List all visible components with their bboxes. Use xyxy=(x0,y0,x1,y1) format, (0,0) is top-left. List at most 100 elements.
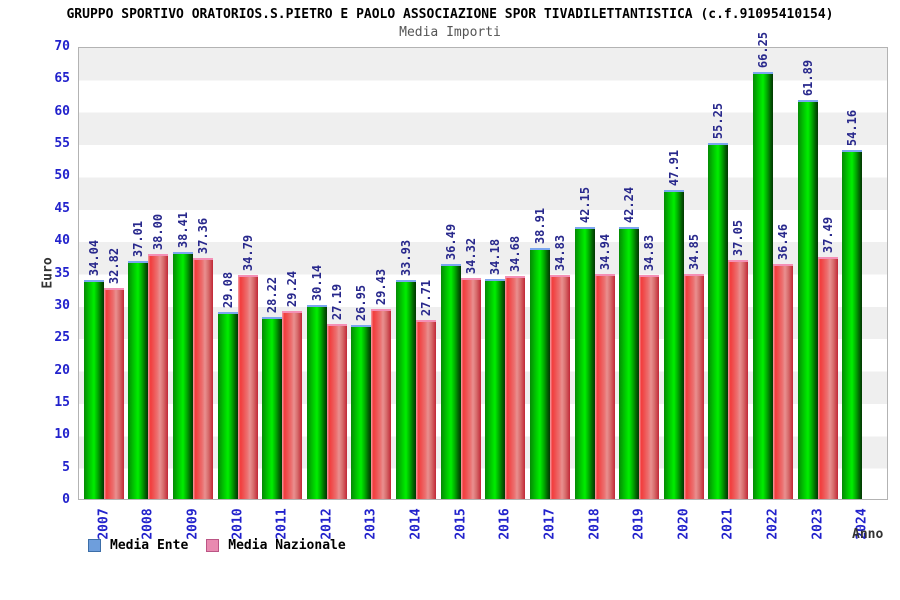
bar-media-nazionale xyxy=(416,320,436,499)
y-tick-label: 30 xyxy=(54,297,70,313)
bar-value-label: 29.43 xyxy=(374,269,389,306)
bar-media-ente xyxy=(172,251,193,499)
x-tick-label: 2012 xyxy=(319,508,335,540)
x-tick-label: 2007 xyxy=(96,508,112,540)
bar-group: 55.25 37.05 2021 xyxy=(708,48,749,540)
bar-media-nazionale xyxy=(683,274,704,499)
bar-column: 30.14 xyxy=(306,48,327,499)
bar-group: 28.22 29.24 2011 xyxy=(262,48,303,540)
bar-column: 37.05 xyxy=(728,48,749,499)
bar-column: 34.85 xyxy=(683,48,704,499)
bar-media-nazionale xyxy=(773,264,793,499)
bar-media-ente xyxy=(262,317,283,499)
x-tick-label: 2014 xyxy=(408,508,424,540)
bar-column: 34.18 xyxy=(485,48,506,499)
bar-value-label: 37.01 xyxy=(131,220,146,257)
bar-media-ente xyxy=(306,304,327,499)
bar-media-ente xyxy=(708,143,729,499)
x-tick-label: 2009 xyxy=(185,508,201,540)
bar-media-ente xyxy=(217,311,238,499)
y-tick-label: 10 xyxy=(54,427,70,443)
bar-media-nazionale xyxy=(639,274,660,499)
bar-media-nazionale xyxy=(371,309,392,499)
legend: Media Ente Media Nazionale xyxy=(88,538,346,553)
bar-value-label: 34.94 xyxy=(597,233,612,270)
bar-column: 36.49 xyxy=(440,48,461,499)
bar-value-label: 37.05 xyxy=(731,220,746,257)
bar-media-nazionale xyxy=(237,274,258,499)
x-tick-label: 2010 xyxy=(230,508,245,540)
y-tick-label: 5 xyxy=(62,459,70,475)
bar-value-label: 34.18 xyxy=(488,238,503,275)
bar-group: 29.08 34.79 2010 xyxy=(217,48,258,540)
bar-column: 54.16 xyxy=(842,48,863,499)
bar-value-label: 38.91 xyxy=(532,208,547,245)
bar-value-label: 36.46 xyxy=(776,224,790,261)
y-axis: 0 5 10 15 20 25 30 35 40 45 50 55 60 65 70 xyxy=(0,39,78,507)
bar-column: 38.91 xyxy=(529,48,550,499)
bar-group: 42.24 34.83 2019 xyxy=(619,48,660,540)
bar-column: 32.82 xyxy=(103,48,124,499)
x-tick-label: 2011 xyxy=(274,508,290,540)
bar-media-nazionale xyxy=(148,254,169,499)
chart-title: GRUPPO SPORTIVO ORATORIOS.S.PIETRO E PAO… xyxy=(66,7,834,22)
bar-media-ente xyxy=(619,226,640,499)
bar-media-nazionale xyxy=(549,274,570,499)
bar-column: 27.71 xyxy=(416,48,436,499)
x-tick-label: 2022 xyxy=(765,508,781,540)
x-tick-label: 2018 xyxy=(587,508,602,540)
bar-media-nazionale xyxy=(282,310,303,499)
bar-group: 54.16 2024 xyxy=(842,48,882,540)
bar-column: 37.36 xyxy=(192,48,213,499)
chart-subtitle: Media Importi xyxy=(399,25,501,40)
bar-column: 34.83 xyxy=(639,48,660,499)
bar-value-label: 27.71 xyxy=(419,280,433,317)
bar-column xyxy=(862,48,882,499)
bar-column: 26.95 xyxy=(351,48,372,499)
bar-media-nazionale xyxy=(505,275,526,499)
bar-media-ente xyxy=(128,260,149,499)
bar-value-label: 28.22 xyxy=(265,277,280,314)
bar-group: 34.18 34.68 2016 xyxy=(485,48,526,540)
bar-value-label: 37.36 xyxy=(195,218,210,255)
bar-media-nazionale xyxy=(728,260,749,499)
bar-group: 42.15 34.94 2018 xyxy=(574,48,615,540)
x-tick-label: 2019 xyxy=(631,508,647,540)
legend-label-media-ente: Media Ente xyxy=(110,538,189,553)
bar-group: 33.93 27.71 2014 xyxy=(396,48,436,540)
bar-column: 34.94 xyxy=(594,48,615,499)
bar-column: 37.01 xyxy=(128,48,149,499)
y-tick-label: 70 xyxy=(54,39,70,54)
bar-value-label: 34.79 xyxy=(240,234,255,271)
y-tick-label: 55 xyxy=(54,136,70,152)
bar-column: 34.79 xyxy=(237,48,258,499)
y-tick-label: 25 xyxy=(54,330,70,346)
bar-column: 34.68 xyxy=(505,48,526,499)
bar-media-ente xyxy=(440,263,461,499)
y-tick-label: 0 xyxy=(62,492,70,507)
bar-column: 29.08 xyxy=(217,48,238,499)
bar-value-label: 34.68 xyxy=(508,235,523,272)
bar-column: 34.83 xyxy=(549,48,570,499)
bar-value-label: 34.32 xyxy=(463,237,478,274)
bar-group: 37.01 38.00 2008 xyxy=(128,48,169,540)
y-tick-label: 45 xyxy=(54,200,70,216)
bar-value-label: 34.85 xyxy=(686,234,701,271)
bar-value-label: 54.16 xyxy=(845,110,860,147)
bar-column: 29.24 xyxy=(282,48,303,499)
bar-value-label: 34.83 xyxy=(552,234,567,271)
bar-column: 28.22 xyxy=(262,48,283,499)
bar-column: 42.15 xyxy=(574,48,595,499)
bar-media-ente xyxy=(351,325,372,499)
bar-column: 33.93 xyxy=(396,48,416,499)
x-tick-label: 2020 xyxy=(676,508,692,540)
bar-value-label: 61.89 xyxy=(800,60,815,97)
bar-value-label: 38.00 xyxy=(151,214,166,251)
bar-column: 36.46 xyxy=(773,48,793,499)
legend-swatch-media-nazionale xyxy=(206,539,220,552)
bar-value-label: 34.04 xyxy=(86,239,101,276)
x-tick-label: 2023 xyxy=(810,508,826,540)
bar-value-label: 37.49 xyxy=(820,217,835,254)
bar-media-ente xyxy=(485,278,506,499)
